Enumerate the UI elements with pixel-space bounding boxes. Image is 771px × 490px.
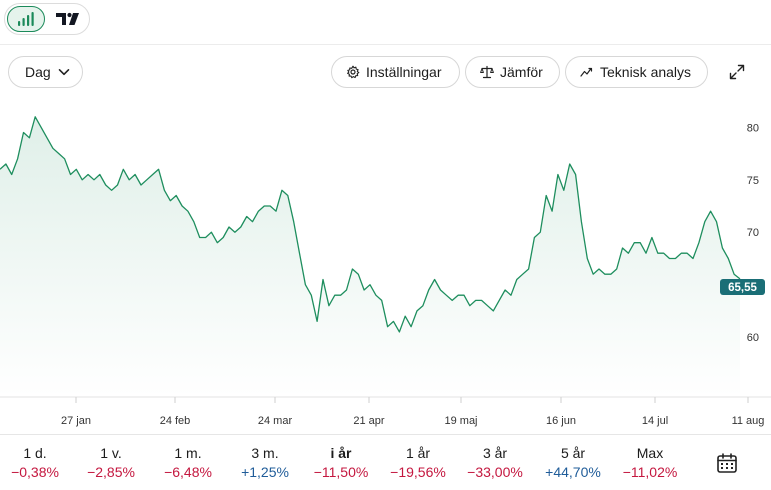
period-change: −2,85%: [87, 464, 135, 480]
period-change: +1,25%: [241, 464, 289, 480]
y-tick-label: 60: [747, 332, 759, 344]
period-1w[interactable]: 1 v. −2,85%: [76, 445, 146, 480]
period-label: 1 v.: [100, 445, 122, 461]
period-1m[interactable]: 1 m. −6,48%: [153, 445, 223, 480]
period-label: Max: [636, 445, 664, 461]
period-1y[interactable]: 1 år −19,56%: [383, 445, 453, 480]
period-ytd[interactable]: i år −11,50%: [306, 445, 376, 480]
trend-line-icon: [580, 67, 593, 77]
x-tick-label: 11 aug: [732, 415, 765, 427]
x-tick-label: 24 mar: [258, 415, 293, 427]
period-1d[interactable]: 1 d. −0,38%: [0, 445, 70, 480]
period-selector: 1 d. −0,38% 1 v. −2,85% 1 m. −6,48% 3 m.…: [0, 434, 771, 490]
last-price-label: 65,55: [720, 279, 765, 295]
period-3y[interactable]: 3 år −33,00%: [460, 445, 530, 480]
chart-view-toggle[interactable]: [7, 6, 45, 32]
expand-icon[interactable]: [728, 63, 746, 81]
technical-analysis-button[interactable]: Teknisk analys: [565, 56, 708, 88]
x-tick-label: 21 apr: [353, 415, 385, 427]
calendar-icon[interactable]: [716, 452, 738, 474]
compare-button[interactable]: Jämför: [465, 56, 560, 88]
period-label: 1 år: [405, 445, 431, 461]
view-toggle: [4, 3, 90, 35]
chevron-down-icon: [58, 69, 69, 76]
period-5y[interactable]: 5 år +44,70%: [538, 445, 608, 480]
y-tick-label: 70: [747, 227, 759, 239]
x-tick-label: 14 jul: [642, 415, 668, 427]
period-change: +44,70%: [545, 464, 601, 480]
interval-label: Dag: [25, 64, 51, 80]
last-price-value: 65,55: [728, 282, 757, 294]
x-tick-label: 16 jun: [546, 415, 576, 427]
settings-button[interactable]: Inställningar: [331, 56, 460, 88]
x-axis: 27 jan 24 feb 24 mar 21 apr 19 maj 16 jun 14 j…: [61, 397, 764, 427]
bar-chart-icon: [18, 12, 34, 26]
interval-dropdown[interactable]: Dag: [8, 56, 83, 88]
period-change: −33,00%: [467, 464, 523, 480]
x-tick-label: 19 maj: [444, 415, 477, 427]
period-max[interactable]: Max −11,02%: [615, 445, 685, 480]
y-tick-label: 80: [747, 122, 759, 134]
period-label: 5 år: [560, 445, 586, 461]
period-label: 3 år: [482, 445, 508, 461]
compare-label: Jämför: [500, 64, 543, 80]
price-line: [0, 116, 741, 333]
period-change: −11,50%: [313, 464, 369, 480]
scale-icon: [480, 65, 494, 79]
period-label: i år: [330, 445, 352, 461]
period-change: −0,38%: [11, 464, 59, 480]
period-label: 3 m.: [251, 445, 279, 461]
period-3m[interactable]: 3 m. +1,25%: [230, 445, 300, 480]
technical-analysis-label: Teknisk analys: [600, 64, 692, 80]
period-change: −19,56%: [390, 464, 446, 480]
x-tick-label: 24 feb: [160, 415, 191, 427]
gear-icon: [347, 65, 360, 79]
period-change: −11,02%: [622, 464, 678, 480]
tradingview-logo-icon: [56, 12, 79, 25]
settings-label: Inställningar: [366, 64, 442, 80]
period-label: 1 m.: [174, 445, 202, 461]
price-area-fill: [0, 116, 740, 398]
y-tick-label: 75: [747, 175, 759, 187]
top-divider: [0, 44, 771, 45]
tradingview-toggle[interactable]: [49, 6, 87, 32]
period-label: 1 d.: [23, 445, 47, 461]
y-axis: 6065707580: [747, 122, 759, 344]
x-tick-label: 27 jan: [61, 415, 91, 427]
period-change: −6,48%: [164, 464, 212, 480]
